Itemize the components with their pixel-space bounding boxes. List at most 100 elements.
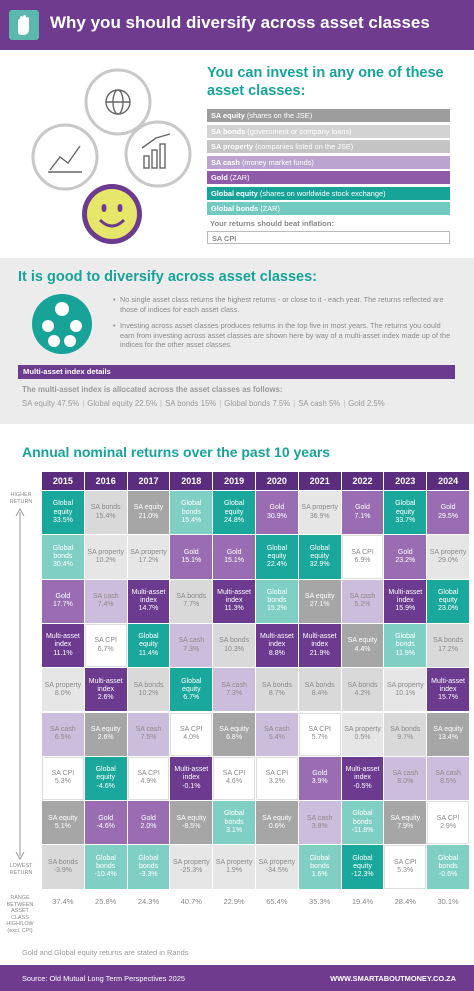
asset-return: 11.9% [395, 649, 415, 657]
allocation-item: SA equity 47.5% [22, 399, 80, 408]
allocation-line: SA equity 47.5% | Global equity 22.5% | SA b… [22, 399, 385, 408]
circles [31, 68, 192, 191]
return-cell: SA bonds 8.4% [298, 668, 341, 712]
year-header: 2020 [256, 472, 298, 490]
asset-return: -0.6% [438, 871, 458, 879]
asset-class: SA cash (money market funds) [207, 155, 450, 169]
asset-name: Global equity [437, 588, 459, 605]
asset-class-note: (shares on the JSE) [246, 111, 313, 120]
separator: | [160, 399, 163, 408]
asset-return: 10.2% [95, 556, 116, 564]
return-cell: Gold -4.6% [84, 801, 127, 845]
axis-arrow [15, 508, 25, 860]
return-cell: Multi-asset index -0.5% [341, 756, 384, 801]
asset-return: 23.2% [395, 556, 416, 564]
asset-return: -4.6% [96, 782, 115, 790]
return-cell: Multi-asset index 15.9% [384, 579, 427, 623]
return-cell: Global equity 33.5% [42, 491, 84, 535]
return-cell: SA equity 2.6% [84, 712, 127, 756]
return-cell: SA cash 8.5% [427, 756, 469, 801]
asset-name: SA property [301, 504, 338, 512]
asset-class: SA property (companies listed on the JSE… [207, 140, 450, 153]
asset-return: 4.2% [354, 689, 371, 697]
asset-return: -8.5% [182, 822, 201, 830]
asset-name: Global bonds [181, 500, 202, 516]
asset-return: -0.1% [182, 782, 201, 790]
asset-name: Global bonds [95, 854, 116, 870]
asset-return: 7.7% [183, 601, 200, 609]
eye [101, 204, 107, 212]
page-title: Why you should diversify across asset cl… [50, 13, 430, 32]
asset-return: 32.9% [309, 561, 330, 569]
arrow-head [15, 508, 25, 517]
asset-name: SA CPI [436, 814, 460, 822]
asset-name: SA equity [176, 814, 207, 822]
return-cell: SA CPI 4.0% [170, 712, 213, 756]
return-cell: Multi-asset index 8.8% [256, 623, 298, 668]
asset-return: 1.6% [311, 871, 328, 879]
return-cell: SA property 0.5% [341, 712, 384, 756]
range-value: 65.4% [266, 896, 288, 906]
dot [70, 320, 82, 332]
return-cell: SA cash 8.0% [384, 756, 427, 801]
asset-return: 5.1% [54, 822, 71, 830]
return-cell: SA equity 0.6% [256, 801, 298, 845]
return-cell: Gold 7.1% [341, 491, 384, 535]
source: Source: Old Mutual Long Term Perspective… [22, 974, 185, 983]
asset-name: Global bonds [138, 854, 159, 870]
asset-name: SA cash [135, 725, 162, 733]
footer-bar [0, 965, 474, 991]
asset-class-name: SA bonds [211, 126, 246, 136]
asset-return: 30.4% [52, 561, 73, 569]
return-cell: SA equity 7.9% [384, 801, 427, 845]
dot [48, 335, 60, 347]
asset-return: 4.4% [354, 645, 371, 653]
year-header: 2023 [384, 472, 427, 490]
asset-return: 8.7% [268, 689, 285, 697]
inflation-item: SA CPI [207, 231, 450, 244]
return-cell: SA property 8.0% [42, 668, 84, 712]
asset-return: 8.0% [54, 689, 71, 697]
range-value: 35.3% [309, 896, 331, 906]
return-cell: SA cash 5.2% [341, 579, 384, 623]
table-title: Annual nominal returns over the past 10 … [22, 444, 331, 460]
asset-return: 21.9% [309, 649, 330, 657]
return-cell: SA cash 7.3% [213, 668, 255, 712]
asset-return: 2.6% [97, 734, 114, 742]
asset-class-note: (government or company loans) [247, 126, 352, 136]
return-cell: SA cash 6.5% [42, 712, 84, 756]
return-cell: Multi-asset index 14.7% [127, 579, 170, 623]
asset-name: Global bonds [352, 810, 373, 826]
asset-name: Multi-asset index [302, 633, 337, 649]
asset-name: SA cash [264, 725, 290, 733]
asset-name: SA bonds [304, 681, 335, 689]
asset-name: Global equity [352, 854, 373, 870]
asset-name: SA property [344, 725, 381, 733]
asset-return: 10.3% [224, 645, 245, 653]
circle [31, 123, 99, 191]
asset-return: 15.1% [224, 556, 245, 564]
chart-icon [49, 145, 81, 171]
asset-return: 8.4% [311, 689, 328, 697]
separator: | [219, 399, 222, 408]
arrow-head [15, 851, 25, 860]
asset-name: Global equity [266, 544, 288, 560]
return-cell: SA equity 21.0% [127, 491, 170, 535]
asset-name: SA equity [133, 504, 164, 512]
asset-return: 9.7% [397, 734, 414, 742]
asset-name: Global equity [52, 500, 74, 516]
asset-class-name: SA property [211, 142, 254, 151]
asset-name: SA cash [221, 681, 247, 689]
asset-return: 6.8% [226, 734, 243, 742]
asset-name: SA CPI [180, 725, 203, 733]
asset-return: 5.7% [311, 734, 328, 742]
asset-return: 4.0% [183, 734, 200, 742]
asset-name: Global equity [223, 500, 245, 516]
range-value: 25.8% [95, 896, 117, 906]
asset-name: SA bonds [390, 725, 421, 733]
inflation-heading: Your returns should beat inflation: [210, 219, 334, 228]
return-cell: SA equity -8.5% [170, 801, 213, 845]
asset-class-note: (ZAR) [260, 204, 280, 213]
return-cell: SA CPI 5.3% [384, 845, 427, 889]
bullet: No single asset class returns the highes… [113, 295, 456, 314]
